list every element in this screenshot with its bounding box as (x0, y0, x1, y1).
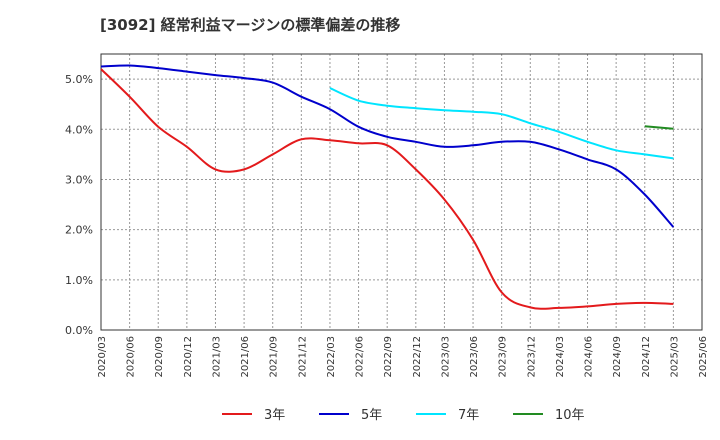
x-tick-label: 2025/06 (698, 336, 709, 378)
y-tick-label: 5.0% (65, 73, 93, 86)
x-tick-label: 2020/09 (154, 336, 165, 378)
x-tick-label: 2022/06 (355, 336, 366, 378)
y-axis-ticks: 0.0% 1.0% 2.0% 3.0% 4.0% 5.0% (65, 73, 93, 337)
series-lines (100, 64, 675, 310)
legend-label-2: 5年 (361, 408, 382, 423)
y-tick-label: 4.0% (65, 123, 93, 136)
plot-area-frame (100, 53, 703, 331)
y-tick-label: 3.0% (65, 173, 93, 186)
series-line-3 (329, 87, 674, 160)
series-line-2 (100, 64, 675, 228)
x-tick-label: 2021/12 (297, 336, 308, 378)
y-tick-label: 0.0% (65, 324, 93, 337)
series-line-1 (100, 68, 674, 310)
grid-lines (101, 54, 702, 330)
x-tick-label: 2022/12 (412, 336, 423, 378)
x-tick-label: 2023/12 (526, 336, 537, 378)
x-tick-label: 2025/03 (669, 336, 680, 378)
legend-label-4: 10年 (555, 408, 585, 423)
x-tick-label: 2022/03 (326, 336, 337, 378)
x-tick-label: 2020/03 (97, 336, 108, 378)
x-tick-label: 2022/09 (383, 336, 394, 378)
y-tick-label: 2.0% (65, 224, 93, 237)
y-tick-label: 1.0% (65, 274, 93, 287)
x-tick-label: 2023/03 (440, 336, 451, 378)
x-tick-label: 2021/06 (240, 336, 251, 378)
x-tick-label: 2024/06 (584, 336, 595, 378)
series-line-4 (644, 125, 674, 130)
legend-label-1: 3年 (264, 408, 285, 423)
x-tick-label: 2020/12 (183, 336, 194, 378)
x-tick-label: 2024/03 (555, 336, 566, 378)
x-tick-label: 2023/06 (469, 336, 480, 378)
x-tick-label: 2020/06 (126, 336, 137, 378)
x-tick-label: 2023/09 (498, 336, 509, 378)
x-axis-ticks: 2020/03 2020/06 2020/09 2020/12 2021/03 2021/… (97, 336, 709, 378)
x-tick-label: 2024/12 (641, 336, 652, 378)
x-tick-label: 2021/09 (269, 336, 280, 378)
x-tick-label: 2021/03 (211, 336, 222, 378)
legend-label-3: 7年 (458, 408, 479, 423)
legend: 3年 5年 7年 10年 (222, 408, 585, 423)
chart-title: [3092] 経常利益マージンの標準偏差の推移 (100, 16, 401, 34)
x-tick-label: 2024/09 (612, 336, 623, 378)
